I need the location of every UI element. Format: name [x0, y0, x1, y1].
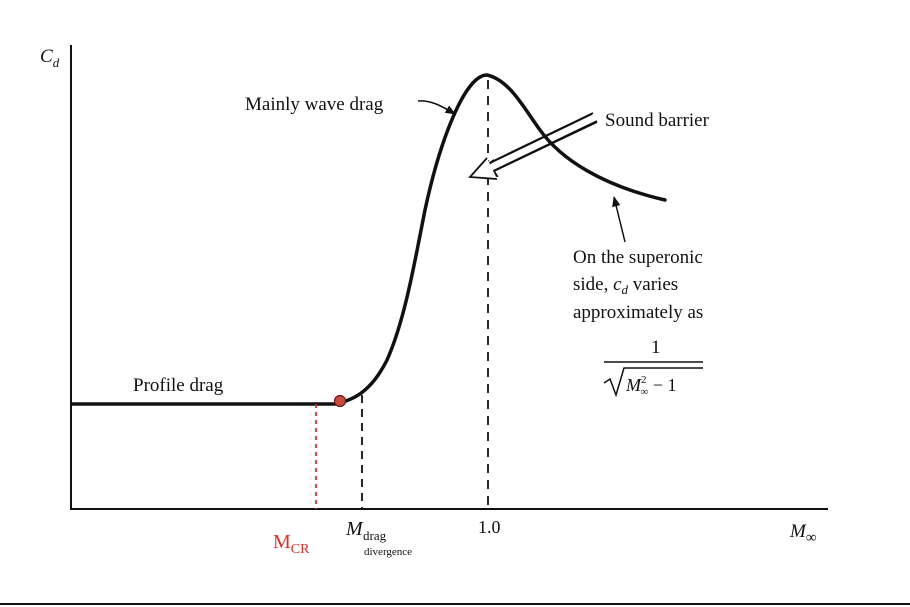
drag-curve [70, 73, 667, 406]
mdd-label: M [345, 518, 364, 540]
profile-drag-label: Profile drag [133, 375, 224, 396]
formula-denominator: M2 ∞ − 1 [625, 374, 677, 398]
bottom-border [0, 603, 910, 605]
sound-barrier-label: Sound barrier [605, 110, 710, 131]
supersonic-formula: 1 M2 ∞ − 1 [603, 337, 703, 398]
mcr-label: MCR [273, 531, 310, 557]
supersonic-note-line-3: approximately as [573, 302, 703, 323]
formula-numerator: 1 [651, 337, 661, 358]
x-axis-label: M∞ [789, 521, 817, 546]
formula-sqrt-sign [603, 367, 703, 398]
wave-drag-leader [417, 100, 456, 115]
mdd-sub-drag: drag [363, 528, 387, 543]
supersonic-note-line-1: On the superonic [573, 247, 703, 268]
mach-one-label: 1.0 [478, 517, 501, 537]
mdd-sub-divergence: divergence [364, 546, 412, 558]
supersonic-leader [612, 195, 626, 243]
mcr-point [333, 394, 347, 408]
sound-barrier-arrow [468, 112, 598, 180]
wave-drag-label: Mainly wave drag [245, 94, 384, 115]
supersonic-note-line-2: side, cd varies [573, 274, 678, 297]
y-axis-label: Cd [40, 46, 60, 70]
